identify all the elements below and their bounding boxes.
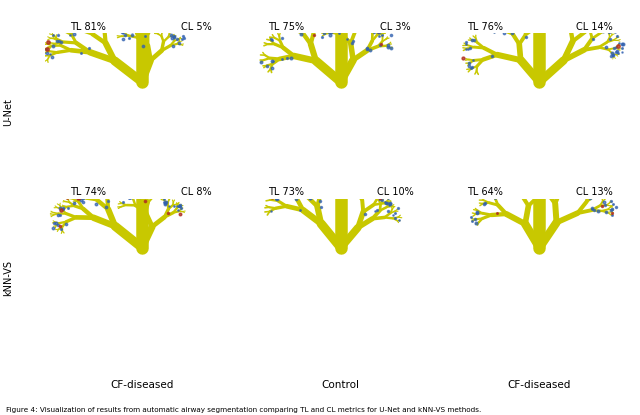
Text: Control: Control — [322, 380, 360, 390]
Text: TL 81%: TL 81% — [70, 22, 106, 32]
Text: TL 76%: TL 76% — [467, 22, 503, 32]
Text: CF-diseased: CF-diseased — [111, 380, 174, 390]
Text: CL 14%: CL 14% — [575, 22, 612, 32]
Text: CL 10%: CL 10% — [377, 187, 413, 198]
Text: TL 73%: TL 73% — [268, 187, 304, 198]
Text: CL 13%: CL 13% — [575, 187, 612, 198]
Text: CL 3%: CL 3% — [380, 22, 411, 32]
Text: TL 64%: TL 64% — [467, 187, 503, 198]
Text: TL 75%: TL 75% — [268, 22, 305, 32]
Text: CF-diseased: CF-diseased — [508, 380, 571, 390]
Text: TL 74%: TL 74% — [70, 187, 106, 198]
Text: U-Net: U-Net — [3, 98, 13, 126]
Text: Figure 4: Visualization of results from automatic airway segmentation comparing : Figure 4: Visualization of results from … — [6, 407, 482, 413]
Text: CL 8%: CL 8% — [181, 187, 212, 198]
Text: kNN-VS: kNN-VS — [3, 260, 13, 296]
Text: CL 5%: CL 5% — [181, 22, 212, 32]
